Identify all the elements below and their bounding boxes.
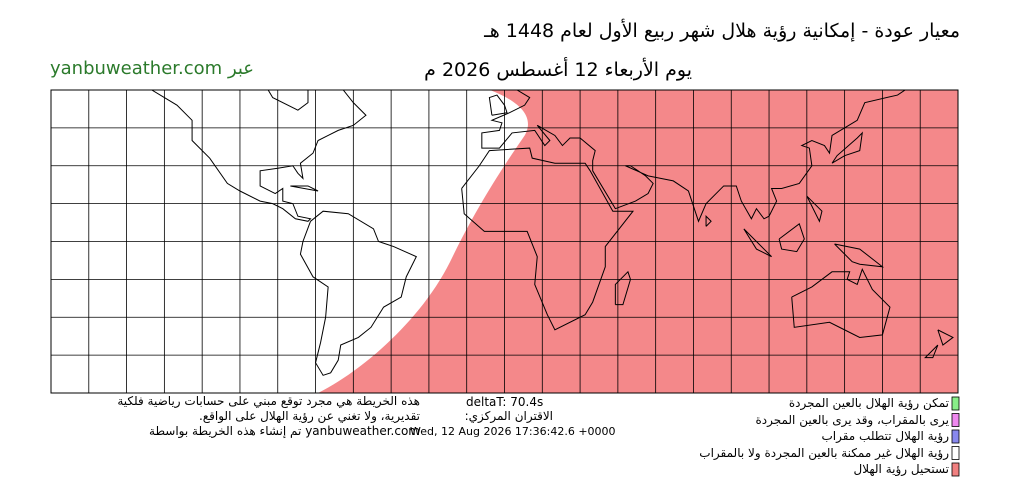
coastline: [743, 228, 772, 258]
title: معيار عودة - إمكانية رؤية هلال شهر ربيع …: [484, 20, 960, 42]
note-line: هذه الخريطة هي مجرد توقع مبني على حسابات…: [117, 394, 420, 408]
coastline: [299, 210, 418, 376]
map-area: [51, 90, 958, 393]
note: هذه الخريطة هي مجرد توقع مبني على حسابات…: [117, 394, 420, 439]
coastline: [481, 90, 906, 223]
legend-label: تمكن رؤية الهلال بالعين المجردة: [788, 396, 949, 410]
coastline: [937, 329, 954, 346]
date: يوم الأربعاء 12 أغسطس 2026 م: [424, 59, 692, 81]
conjunction-label: الاقتران المركزي:: [464, 409, 553, 423]
legend-swatch: [951, 413, 960, 427]
note-line: تقديرية، ولا تغني عن رؤية الهلال على الو…: [198, 409, 420, 423]
coastline: [614, 270, 631, 306]
legend-swatch: [951, 446, 960, 460]
legend: [951, 396, 960, 477]
legend-label: يرى بالمقراب، وقد يرى بالعين المجردة: [755, 412, 949, 427]
coastline: [290, 185, 319, 192]
delta-t: deltaT: 70.4s: [466, 395, 544, 409]
legend-label: رؤية الهلال غير ممكنة بالعين المجردة ولا…: [699, 445, 949, 460]
conjunction-time: Wed, 12 Aug 2026 17:36:42.6 +0000: [410, 425, 616, 438]
coastline: [488, 94, 508, 116]
legend-label: تستحيل رؤية الهلال: [853, 462, 949, 476]
coastline: [831, 131, 863, 164]
legend-swatch: [951, 396, 960, 411]
coastline: [778, 223, 805, 253]
coastline: [791, 267, 891, 338]
note-line: yanbuweather.com تم إنشاء هذه الخريطة بو…: [149, 424, 420, 438]
legend-swatch: [951, 429, 960, 444]
coastline: [806, 195, 823, 223]
legend-label: رؤية الهلال تتطلب مقراب: [821, 429, 949, 443]
legend-swatch: [951, 462, 960, 477]
coastline: [705, 215, 712, 227]
source: yanbuweather.com عبر: [50, 58, 255, 79]
coastline: [924, 344, 939, 359]
map-frame: [50, 89, 959, 394]
coastline: [88, 90, 367, 222]
coastline: [461, 147, 635, 331]
coastline: [834, 243, 885, 268]
